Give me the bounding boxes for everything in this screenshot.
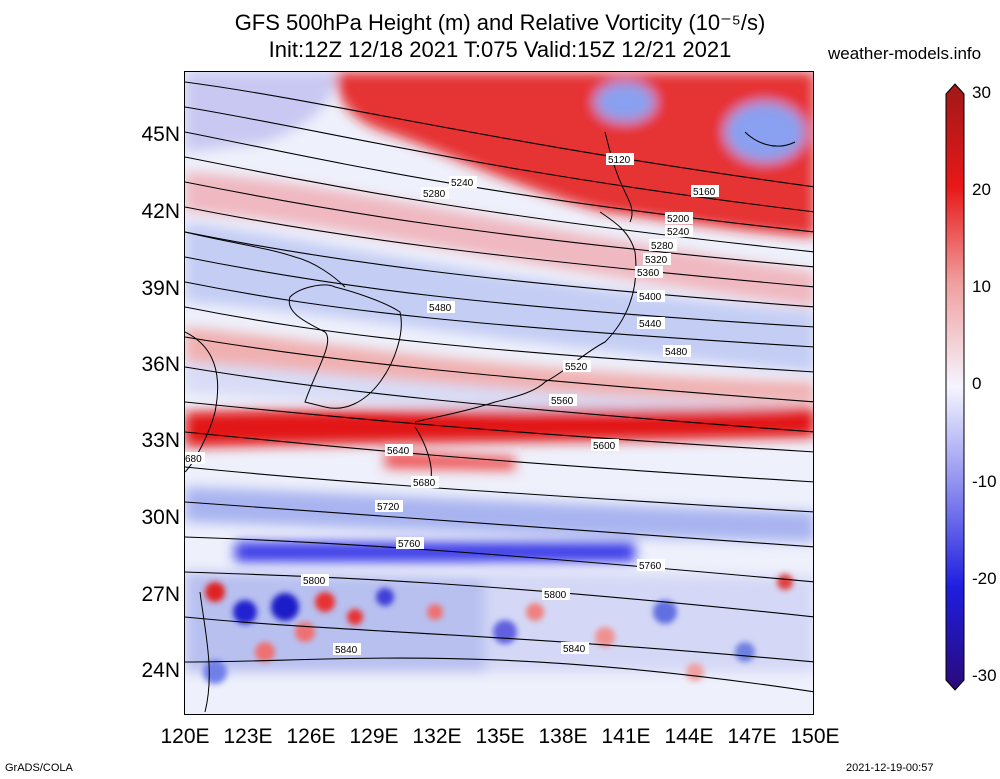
- colorbar: [945, 83, 965, 691]
- contour-label: 5280: [423, 189, 446, 200]
- lon-label: 132E: [412, 725, 462, 748]
- lat-label: 42N: [141, 200, 180, 223]
- colorbar-label: 20: [972, 180, 991, 199]
- lon-label: 120E: [160, 725, 210, 748]
- contour-label: 5640: [387, 446, 410, 457]
- map-title-line1: GFS 500hPa Height (m) and Relative Vorti…: [234, 10, 766, 35]
- colorbar-label: 0: [972, 374, 982, 393]
- lon-label: 144E: [664, 725, 714, 748]
- contour-labels: 5120 5160 5200 5240 5240 5280 5280 5320 …: [185, 153, 719, 656]
- contour-label: 5840: [335, 645, 358, 656]
- lon-label: 150E: [790, 725, 840, 748]
- site-credit: weather-models.info: [828, 44, 982, 63]
- contour-label: 5240: [667, 227, 690, 238]
- lat-label: 33N: [141, 429, 180, 452]
- map-canvas: 5120 5160 5200 5240 5240 5280 5280 5320 …: [185, 72, 813, 714]
- lon-label: 141E: [601, 725, 651, 748]
- contour-label: 5600: [593, 441, 616, 452]
- colorbar-label: 30: [972, 83, 991, 102]
- colorbar-label: -20: [972, 569, 997, 588]
- contour-label: 5320: [645, 255, 668, 266]
- colorbar-label: -30: [972, 666, 997, 685]
- contour-label: 5760: [639, 561, 662, 572]
- contour-label: 5400: [639, 292, 662, 303]
- lon-label: 147E: [727, 725, 777, 748]
- lat-label: 45N: [141, 123, 180, 146]
- footer-credit: GrADS/COLA: [5, 762, 73, 774]
- contour-label: 5800: [303, 576, 326, 587]
- contour-label: 5480: [429, 303, 452, 314]
- lon-label: 138E: [538, 725, 588, 748]
- contour-label: 5360: [637, 268, 660, 279]
- footer-timestamp: 2021-12-19-00:57: [846, 762, 934, 774]
- lat-label: 30N: [141, 506, 180, 529]
- map-title-line2: Init:12Z 12/18 2021 T:075 Valid:15Z 12/2…: [268, 37, 732, 62]
- lat-label: 24N: [141, 659, 180, 682]
- colorbar-label: -10: [972, 472, 997, 491]
- lon-label: 135E: [475, 725, 525, 748]
- vorticity-map: 5120 5160 5200 5240 5240 5280 5280 5320 …: [184, 71, 814, 715]
- contour-label: 5680: [413, 478, 436, 489]
- contour-label: 5240: [451, 178, 474, 189]
- contour-label: 5200: [667, 214, 690, 225]
- contour-label: 5440: [639, 319, 662, 330]
- lat-label: 27N: [141, 583, 180, 606]
- contour-label: 5800: [544, 590, 567, 601]
- lat-label: 36N: [141, 353, 180, 376]
- lat-label: 39N: [141, 277, 180, 300]
- contour-label: 5760: [398, 539, 421, 550]
- lon-label: 126E: [286, 725, 336, 748]
- coastlines: [185, 131, 796, 713]
- contour-label: 5720: [377, 502, 400, 513]
- vorticity-speckles: [203, 574, 793, 684]
- contour-label: 5480: [665, 347, 688, 358]
- contour-label: 5520: [565, 362, 588, 373]
- lon-label: 123E: [223, 725, 273, 748]
- lon-label: 129E: [349, 725, 399, 748]
- contour-label: 5840: [563, 644, 586, 655]
- contour-label: 5120: [608, 155, 631, 166]
- contour-label: 5160: [693, 187, 716, 198]
- contour-label: 5560: [551, 396, 574, 407]
- contour-label: 680: [185, 454, 202, 465]
- contour-label: 5280: [651, 241, 674, 252]
- colorbar-label: 10: [972, 277, 991, 296]
